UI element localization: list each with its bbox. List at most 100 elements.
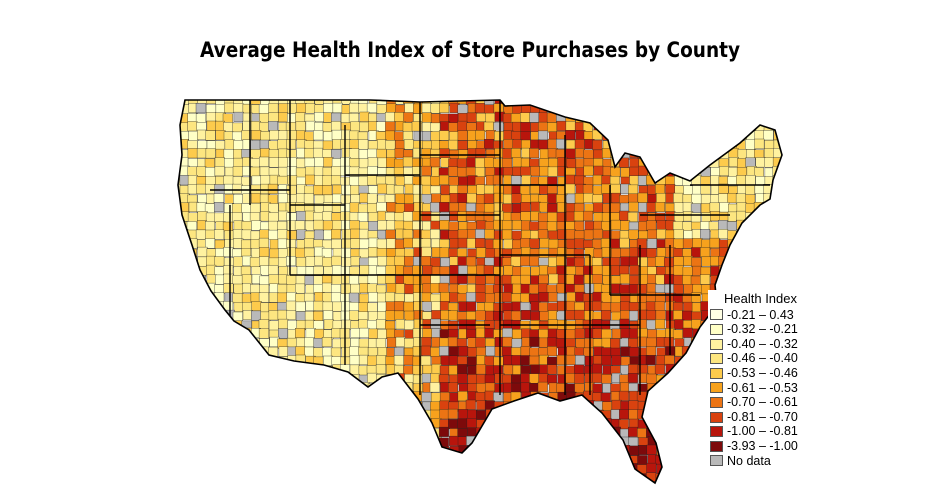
county-cell [611, 482, 622, 483]
county-cell [224, 383, 235, 393]
county-cell [421, 301, 432, 312]
county-cell [178, 140, 181, 151]
county-cell [196, 166, 207, 177]
county-cell [494, 409, 505, 420]
county-cell [719, 121, 730, 132]
county-cell [538, 454, 549, 465]
county-cell [179, 436, 190, 447]
county-cell [791, 203, 801, 213]
county-cell [259, 275, 270, 286]
county-cell [305, 446, 316, 457]
county-cell [178, 428, 181, 439]
county-cell [403, 139, 414, 150]
county-cell [242, 103, 253, 114]
county-cell [638, 445, 648, 455]
county-cell [629, 310, 640, 321]
county-cell [402, 445, 413, 456]
county-cell [485, 446, 496, 457]
county-cell [295, 202, 305, 213]
county-cell [331, 463, 342, 474]
county-cell [781, 139, 782, 150]
county-cell [431, 310, 442, 321]
county-cell [232, 203, 242, 214]
county-cell [529, 336, 540, 347]
county-cell [367, 157, 378, 168]
county-cell [627, 373, 638, 383]
county-cell [646, 462, 657, 473]
county-cell [295, 301, 306, 312]
county-cell [197, 246, 208, 257]
county-cell [403, 436, 414, 447]
county-cell [592, 418, 603, 429]
county-cell [493, 418, 504, 429]
county-cell [439, 346, 449, 356]
county-cell [547, 166, 558, 177]
county-cell [358, 176, 369, 187]
county-cell [629, 481, 640, 483]
county-cell [655, 292, 666, 303]
county-cell [574, 309, 585, 320]
county-cell [178, 238, 189, 249]
county-cell [665, 157, 676, 168]
county-cell [331, 255, 342, 266]
county-cell [259, 436, 270, 447]
county-cell [305, 220, 315, 231]
county-cell [799, 212, 809, 222]
county-cell [188, 391, 198, 402]
county-cell [439, 202, 450, 213]
county-cell [556, 437, 567, 448]
county-cell [303, 365, 314, 376]
county-cell [655, 419, 666, 430]
county-cell [510, 445, 521, 456]
county-cell [556, 138, 566, 149]
county-cell [205, 373, 216, 384]
county-cell [205, 229, 216, 240]
county-cell [682, 100, 693, 104]
county-cell [620, 220, 631, 231]
county-cell [512, 121, 522, 132]
county-cell [439, 102, 450, 113]
county-cell [233, 481, 244, 483]
county-cell [493, 426, 504, 437]
county-cell [404, 310, 415, 321]
county-cell [260, 175, 271, 185]
county-cell [224, 464, 235, 475]
county-cell [178, 275, 189, 286]
county-cell [359, 427, 369, 437]
county-cell [349, 158, 360, 168]
county-cell [197, 374, 208, 385]
county-cell [808, 239, 810, 249]
county-cell [736, 266, 747, 277]
county-cell [601, 100, 612, 106]
county-cell [250, 391, 261, 402]
county-cell [674, 100, 685, 105]
county-cell [728, 104, 739, 115]
county-cell [314, 391, 325, 402]
county-cell [584, 310, 594, 321]
county-cell [295, 167, 306, 178]
county-cell [323, 319, 334, 330]
county-cell [503, 283, 514, 294]
legend-swatch [710, 353, 723, 365]
county-cell [232, 373, 243, 384]
county-cell [457, 237, 468, 248]
county-cell [287, 103, 298, 114]
county-cell [629, 100, 640, 104]
county-cell [457, 391, 468, 402]
county-cell [520, 211, 531, 222]
county-cell [809, 275, 810, 285]
county-cell [673, 382, 684, 393]
county-cell [692, 463, 703, 474]
county-cell [331, 284, 341, 295]
county-cell [285, 365, 296, 376]
county-cell [421, 472, 432, 483]
county-cell [683, 148, 694, 159]
county-cell [610, 112, 620, 122]
county-cell [772, 202, 782, 213]
county-cell [690, 212, 701, 223]
county-cell [754, 111, 764, 122]
county-cell [413, 202, 424, 212]
county-cell [628, 229, 639, 240]
county-cell [475, 229, 486, 240]
county-cell [439, 409, 450, 420]
